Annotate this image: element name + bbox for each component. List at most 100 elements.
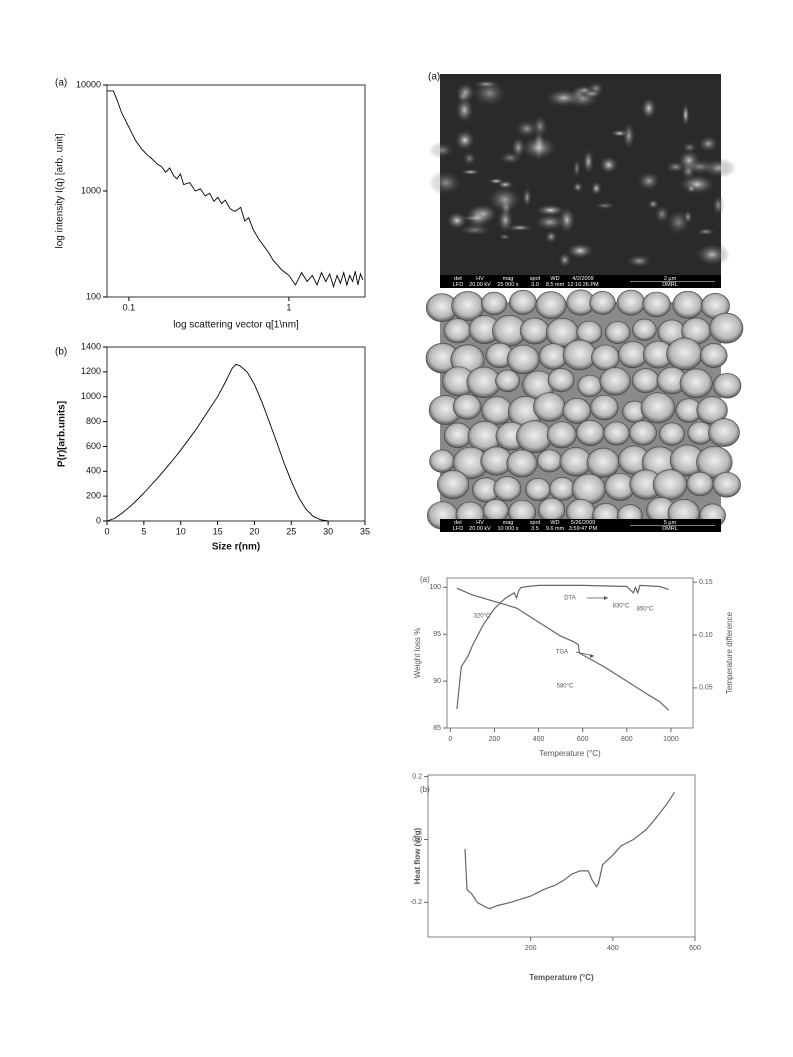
grain [591,344,620,371]
x-tick-label: 15 [213,526,223,536]
particle [590,180,603,197]
particle [598,155,619,175]
grain [699,343,728,368]
y-tick-label: 600 [86,441,101,451]
grain [495,369,520,392]
grain [506,344,540,375]
grain [616,289,646,316]
info-text: 3.5 [531,526,539,532]
y-tick-label: 800 [86,416,101,426]
panel-label: (a) [55,78,67,89]
info-bar [440,275,721,288]
data-line [464,791,676,910]
grain [586,447,620,478]
particle [572,157,581,179]
particle [694,242,730,267]
grain [603,421,630,446]
annotation: 580°C [557,684,574,690]
panel-label: (a) [428,72,440,83]
info-text: mag [503,520,514,526]
y-tick-label: 400 [86,466,101,476]
particle [580,88,604,99]
particle [622,120,636,151]
x-tick-label: 1 [286,302,291,312]
y-axis-label: P(r)[arb.units] [57,401,68,467]
particle [636,170,662,192]
y-tick-label: 0.0 [412,836,422,843]
grain [631,368,660,394]
particle [486,185,523,214]
x-tick-label: 25 [286,526,296,536]
particle [677,173,717,195]
grain [482,499,509,523]
y-tick-label: 200 [86,491,101,501]
x-tick-label: 1000 [663,736,679,743]
grain [509,289,537,315]
info-text: det [454,520,462,526]
particle [582,147,595,176]
x-axis-label: log scattering vector q[1\nm] [173,320,299,331]
info-text: WD [550,520,559,526]
y-tick-label: 0.2 [412,773,422,780]
y2-tick-label: 0.15 [699,579,713,586]
particle [461,150,478,167]
grain [481,396,513,425]
info-text: WD [550,276,559,282]
grain [589,290,616,315]
x-tick-label: 200 [525,945,537,952]
particle [428,141,456,159]
grain [652,469,688,501]
particle [571,181,584,194]
info-text: 5/26/2009 [571,520,595,526]
y-tick-label: 1000 [81,391,101,401]
particle [464,202,492,232]
particle [487,177,506,185]
plot-frame [446,577,694,729]
grain [535,291,567,320]
info-text: 4/2/2009 [572,276,593,282]
y-tick-label: 1200 [81,366,101,376]
y2-tick-label: 0.10 [699,632,713,639]
x-axis-label: Temperature (°C) [539,749,601,758]
data-line [106,363,329,522]
y-tick-label: 1000 [81,185,101,195]
y-axis-label: Weight loss % [413,628,422,679]
particle [609,129,630,138]
y-tick-label: 100 [86,291,101,301]
particle [625,253,653,268]
info-text: 12:16:26 PM [567,282,599,288]
particle [519,135,559,161]
arrow-head [604,596,608,600]
plot-frame [106,84,366,298]
grain [712,471,741,498]
grain [599,367,631,396]
particle [497,233,512,241]
y-tick-label: 0 [96,515,101,525]
info-text: 3:59:47 PM [569,526,598,532]
data-line [107,90,364,289]
x-tick-label: 10 [176,526,186,536]
x-tick-label: 30 [323,526,333,536]
grain [493,476,522,502]
panel-label: (b) [55,347,67,358]
grain [666,337,703,371]
x-tick-label: 600 [689,945,701,952]
grain [519,317,550,345]
annotation: DTA [564,596,576,602]
grain [436,470,470,500]
particle [681,158,718,176]
particle [460,168,482,176]
info-text: DMRL [662,526,678,532]
panel-label: (b) [420,785,430,794]
grain [605,321,631,345]
annotation: 830°C [613,604,630,610]
arrow-head [590,654,594,658]
grain [672,290,704,319]
info-text: DMRL [662,282,678,288]
grain [679,368,713,399]
grain [659,422,685,446]
grain [590,394,619,421]
grain [443,318,472,344]
grain [533,392,566,422]
grain [577,374,603,398]
